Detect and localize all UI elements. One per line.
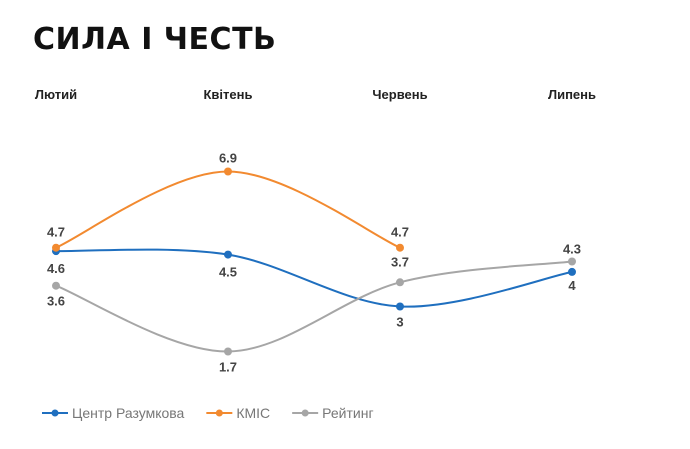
data-point-кміс-0 bbox=[52, 243, 60, 252]
data-point-рейтинг-2 bbox=[396, 278, 404, 287]
data-point-кміс-1 bbox=[224, 167, 232, 176]
legend-item-центр-разумкова: Центр Разумкова bbox=[42, 405, 185, 421]
category-label-1: Квітень bbox=[204, 87, 253, 102]
legend-item-рейтинг: Рейтинг bbox=[292, 405, 374, 421]
data-label-кміс-1: 6.9 bbox=[219, 151, 237, 166]
legend-label: КМІС bbox=[236, 405, 270, 421]
data-label-центр-разумкова-3: 4 bbox=[568, 278, 576, 293]
legend-label: Центр Разумкова bbox=[72, 405, 185, 421]
data-point-рейтинг-1 bbox=[224, 347, 232, 356]
category-label-3: Липень bbox=[548, 87, 596, 102]
legend-swatch-marker bbox=[215, 409, 223, 417]
data-label-рейтинг-3: 4.3 bbox=[563, 242, 581, 257]
data-point-центр-разумкова-1 bbox=[224, 250, 232, 259]
data-point-кміс-2 bbox=[396, 243, 404, 252]
series-lines bbox=[55, 170, 573, 353]
category-label-2: Червень bbox=[372, 87, 427, 102]
data-label-центр-разумкова-1: 4.5 bbox=[219, 265, 237, 280]
data-label-рейтинг-0: 3.6 bbox=[47, 294, 65, 309]
series-line-кміс bbox=[55, 170, 401, 249]
data-label-рейтинг-2: 3.7 bbox=[391, 254, 409, 269]
data-label-центр-разумкова-0: 4.6 bbox=[47, 261, 65, 276]
data-label-центр-разумкова-2: 3 bbox=[396, 315, 403, 330]
legend: Центр Разумкова КМІС Рейтинг bbox=[42, 405, 374, 421]
chart-title: СИЛА І ЧЕСТЬ bbox=[33, 22, 277, 57]
series-line-рейтинг bbox=[55, 260, 573, 353]
legend-swatch-marker bbox=[301, 409, 309, 417]
series-points bbox=[52, 167, 576, 356]
data-label-кміс-0: 4.7 bbox=[47, 225, 65, 240]
legend-item-кміс: КМІС bbox=[206, 405, 270, 421]
legend-label: Рейтинг bbox=[322, 405, 373, 421]
data-point-рейтинг-0 bbox=[52, 281, 60, 290]
category-labels: Лютий Квітень Червень Липень bbox=[35, 87, 596, 102]
data-labels: 4.6 4.5 3 4 4.7 6.9 4.7 3.6 1.7 3.7 4.3 bbox=[47, 151, 581, 375]
data-label-кміс-2: 4.7 bbox=[391, 225, 409, 240]
category-label-0: Лютий bbox=[35, 87, 77, 102]
data-label-рейтинг-1: 1.7 bbox=[219, 360, 237, 375]
data-point-центр-разумкова-2 bbox=[396, 302, 404, 311]
series-line-центр-разумкова bbox=[55, 248, 573, 308]
legend-swatch-marker bbox=[51, 409, 59, 417]
data-point-рейтинг-3 bbox=[568, 257, 576, 266]
data-point-центр-разумкова-3 bbox=[568, 267, 576, 276]
